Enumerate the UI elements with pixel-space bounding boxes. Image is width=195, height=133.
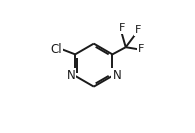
Text: N: N — [66, 69, 75, 82]
Text: F: F — [138, 44, 144, 54]
Text: F: F — [135, 25, 141, 35]
Text: N: N — [113, 69, 121, 82]
Text: Cl: Cl — [50, 43, 62, 56]
Text: F: F — [118, 23, 125, 33]
